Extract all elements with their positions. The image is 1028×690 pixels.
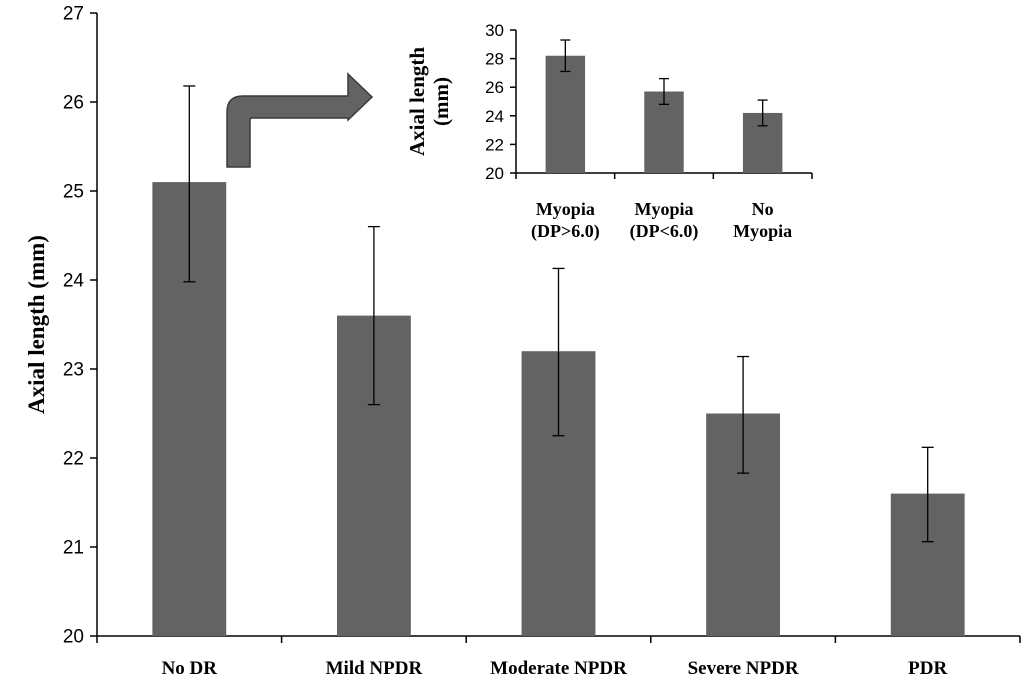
main-y-tick-label: 23 (63, 360, 84, 381)
inset-bar (644, 91, 684, 173)
inset-y-tick-label: 24 (485, 107, 504, 126)
main-y-tick-label: 25 (63, 182, 84, 203)
inset-category-label-line: No (752, 199, 774, 219)
inset-y-axis-title: Axial length(mm) (405, 47, 453, 156)
main-category-label: No DR (162, 658, 218, 679)
inset-category-label-line: (DP<6.0) (630, 221, 699, 242)
main-category-label: PDR (908, 658, 947, 679)
main-category-label: Severe NPDR (688, 658, 799, 679)
main-y-axis-title: Axial length (mm) (24, 235, 49, 414)
inset-y-tick-label: 22 (485, 135, 504, 154)
main-category-label-line: Moderate NPDR (490, 658, 627, 679)
main-y-tick-label: 21 (63, 538, 84, 559)
inset-category-label-line: Myopia (536, 199, 595, 219)
main-y-axis-title-line: Axial length (mm) (24, 235, 49, 414)
main-category-label-line: Severe NPDR (688, 658, 799, 679)
inset-y-tick-label: 20 (485, 164, 504, 183)
main-y-tick-label: 26 (63, 93, 84, 114)
main-category-label: Moderate NPDR (490, 658, 627, 679)
main-category-label: Mild NPDR (326, 658, 423, 679)
inset-y-axis-title-line: (mm) (429, 77, 453, 126)
main-y-tick-label: 20 (63, 627, 84, 648)
main-category-label-line: No DR (162, 658, 218, 679)
callout-arrow-icon (226, 72, 374, 168)
main-chart: 20 21 22 23 24 25 26 27 No DR Mild NPDR Moderate N… (24, 4, 1021, 679)
main-category-label-line: PDR (908, 658, 947, 679)
main-y-tick-label: 27 (63, 4, 84, 25)
inset-bar (545, 55, 586, 173)
inset-y-tick-label: 28 (485, 50, 504, 69)
inset-y-tick-label: 30 (485, 21, 504, 40)
inset-category-label-line: Myopia (634, 199, 693, 219)
inset-category-label: Myopia (DP<6.0) (630, 199, 699, 242)
inset-category-label: Myopia (DP>6.0) (531, 199, 600, 242)
inset-category-label-line: Myopia (733, 221, 792, 241)
main-y-tick-label: 22 (63, 449, 84, 470)
inset-category-label: No Myopia (733, 199, 792, 241)
inset-y-axis-title-line: Axial length (405, 47, 429, 156)
main-category-label-line: Mild NPDR (326, 658, 423, 679)
inset-category-label-line: (DP>6.0) (531, 221, 600, 242)
main-y-tick-label: 24 (63, 271, 85, 292)
inset-y-tick-label: 26 (485, 78, 504, 97)
